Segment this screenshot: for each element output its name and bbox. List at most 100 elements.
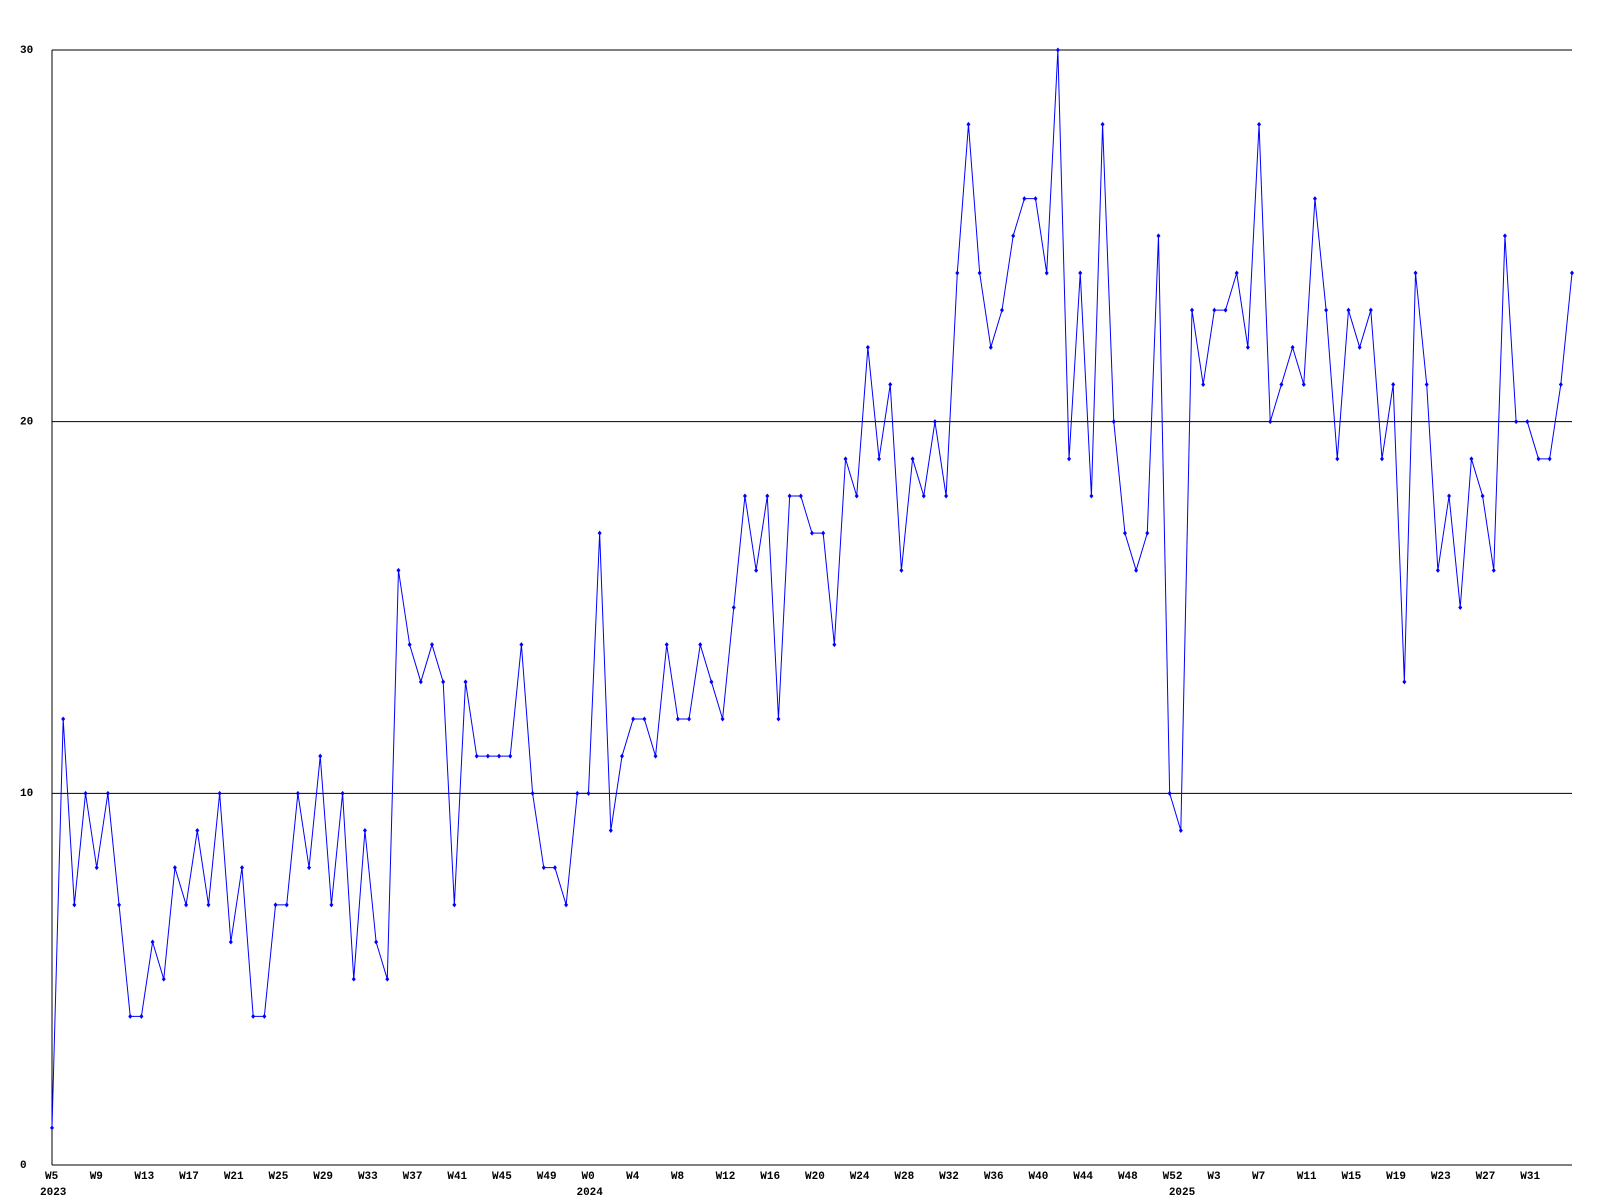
point-marker xyxy=(385,976,390,982)
point-marker xyxy=(1223,307,1228,313)
series-line xyxy=(51,49,1573,1128)
point-marker xyxy=(1145,530,1150,536)
point-marker xyxy=(418,679,423,685)
x-tick-label: W11 xyxy=(1297,1171,1317,1183)
point-marker xyxy=(184,902,189,908)
point-marker xyxy=(284,902,289,908)
x-group-label: 2024 xyxy=(576,1187,603,1199)
point-marker xyxy=(1447,493,1452,499)
x-tick-label: W24 xyxy=(850,1171,870,1183)
point-marker xyxy=(932,419,937,425)
point-marker xyxy=(485,753,490,759)
point-marker xyxy=(50,1125,54,1131)
point-marker xyxy=(1514,419,1519,425)
point-marker xyxy=(642,716,647,722)
x-tick-label: W40 xyxy=(1029,1171,1049,1183)
point-marker xyxy=(541,865,546,871)
point-marker xyxy=(1122,530,1127,536)
x-tick-label: W7 xyxy=(1252,1171,1265,1183)
point-marker xyxy=(441,679,446,685)
point-marker xyxy=(1167,790,1172,796)
point-marker xyxy=(1480,493,1485,499)
point-marker xyxy=(1178,828,1183,833)
point-marker xyxy=(597,530,602,536)
point-marker xyxy=(1055,47,1060,53)
point-marker xyxy=(944,493,949,499)
point-marker xyxy=(83,790,88,796)
point-marker xyxy=(810,530,814,536)
point-marker xyxy=(228,939,233,945)
point-marker xyxy=(731,605,736,610)
x-tick-label: W12 xyxy=(716,1171,736,1183)
point-marker xyxy=(307,865,312,871)
point-marker xyxy=(94,865,99,871)
point-marker xyxy=(1201,382,1206,387)
point-marker xyxy=(1413,270,1418,276)
x-tick-label: W45 xyxy=(492,1171,512,1183)
x-tick-label: W37 xyxy=(403,1171,423,1183)
point-marker xyxy=(240,865,244,871)
point-marker xyxy=(1402,679,1407,685)
point-marker xyxy=(653,753,658,759)
point-marker xyxy=(1290,344,1295,350)
point-marker xyxy=(1033,196,1038,202)
point-marker xyxy=(519,642,524,648)
x-tick-label: W28 xyxy=(894,1171,914,1183)
x-tick-label: W23 xyxy=(1431,1171,1451,1183)
point-marker xyxy=(921,493,926,499)
point-marker xyxy=(854,493,859,499)
point-marker xyxy=(273,902,278,908)
x-tick-label: W4 xyxy=(626,1171,640,1183)
point-marker xyxy=(1156,233,1161,239)
point-marker xyxy=(1502,233,1507,239)
x-tick-label: W36 xyxy=(984,1171,1004,1183)
point-marker xyxy=(675,716,680,722)
point-marker xyxy=(206,902,211,908)
y-tick-label: 20 xyxy=(20,417,33,429)
point-marker xyxy=(1368,307,1373,313)
point-marker xyxy=(161,976,166,982)
point-marker xyxy=(888,382,893,387)
x-tick-label: W0 xyxy=(581,1171,594,1183)
x-tick-label: W21 xyxy=(224,1171,244,1183)
point-marker xyxy=(586,790,591,796)
point-marker xyxy=(787,493,792,499)
x-tick-label: W41 xyxy=(447,1171,467,1183)
point-marker xyxy=(1011,233,1016,239)
point-marker xyxy=(1391,382,1396,387)
point-marker xyxy=(430,642,434,648)
point-marker xyxy=(128,1013,133,1019)
point-marker xyxy=(1380,456,1384,462)
point-marker xyxy=(564,902,569,908)
point-marker xyxy=(720,716,725,722)
point-marker xyxy=(407,642,412,648)
point-marker xyxy=(832,642,837,648)
point-marker xyxy=(1547,456,1552,462)
point-marker xyxy=(474,753,479,759)
point-marker xyxy=(351,976,356,982)
point-marker xyxy=(1044,270,1049,276)
point-marker xyxy=(821,530,826,536)
point-marker xyxy=(620,753,624,759)
point-marker xyxy=(1212,307,1217,313)
x-tick-label: W52 xyxy=(1163,1171,1183,1183)
point-marker xyxy=(899,567,904,573)
point-marker xyxy=(687,716,692,722)
x-group-label: 2023 xyxy=(40,1187,67,1199)
point-marker xyxy=(910,456,915,462)
x-tick-label: W25 xyxy=(269,1171,289,1183)
point-marker xyxy=(1067,456,1072,462)
point-marker xyxy=(664,642,669,648)
point-marker xyxy=(1078,270,1083,276)
x-tick-label: W13 xyxy=(134,1171,154,1183)
point-marker xyxy=(1089,493,1094,499)
point-marker xyxy=(1190,307,1194,313)
point-marker xyxy=(396,567,401,573)
point-marker xyxy=(1279,382,1284,387)
point-marker xyxy=(1525,419,1530,425)
point-marker xyxy=(497,753,502,759)
point-marker xyxy=(765,493,770,499)
point-marker xyxy=(1111,419,1116,425)
point-marker xyxy=(72,902,77,908)
